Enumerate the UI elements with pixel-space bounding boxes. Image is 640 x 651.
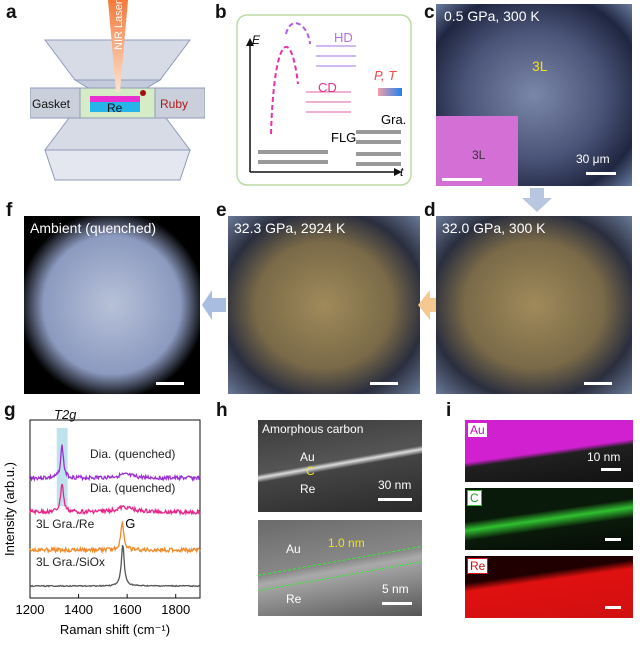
t2g-label: T2g [54, 407, 77, 422]
optical-inset: 3L [436, 116, 518, 186]
condition-label: 32.3 GPa, 2924 K [234, 220, 346, 236]
scale-label: 5 nm [382, 582, 409, 596]
laser-label: NIR Laser [113, 0, 125, 50]
y-axis-label: Intensity (arb.u.) [2, 462, 17, 556]
au-map-label: Au [467, 422, 488, 438]
arrow-down-icon [522, 188, 552, 212]
diamond-anvil-cell-diagram: NIR Laser Gasket Ruby Re [30, 0, 205, 181]
x-axis-label: Raman shift (cm⁻¹) [60, 622, 170, 637]
series-line [29, 521, 201, 555]
flg-label: FLG [331, 130, 356, 145]
layer-label: 3L [532, 58, 548, 74]
scale-label: 10 nm [587, 450, 621, 464]
time-axis-label: t [400, 165, 404, 179]
series-label: Dia. (quenched) [90, 481, 175, 495]
g-peak-label: G [125, 516, 135, 531]
scale-bar [378, 498, 412, 501]
condition-label: 0.5 GPa, 300 K [444, 8, 540, 24]
condition-label: Ambient (quenched) [30, 220, 157, 236]
panel-label-f: f [6, 200, 13, 221]
arrow-left-icon [418, 290, 444, 320]
series-line [29, 544, 201, 588]
scale-bar [584, 382, 612, 385]
energy-axis-label: E [252, 33, 261, 47]
sample-label: Re [107, 101, 123, 115]
series-label: 3L Gra./Re [36, 517, 95, 531]
x-tick-label: 1200 [16, 602, 45, 617]
eds-map-c: C [465, 488, 633, 550]
inset-layer-label: 3L [472, 148, 486, 162]
hd-label: HD [334, 30, 353, 45]
scale-bar [605, 606, 621, 609]
plot-frame [29, 419, 201, 599]
series-line [29, 444, 201, 482]
re-map-label: Re [467, 558, 489, 574]
scale-bar [382, 602, 412, 605]
au-label: Au [300, 450, 315, 464]
eds-map-re: Re [465, 556, 633, 618]
micrograph-ambient: Ambient (quenched) [24, 216, 200, 394]
micrograph-0-5gpa: 0.5 GPa, 300 K 3L 3L 30 μm [436, 4, 632, 186]
energy-diagram: E t HD CD P, T FLG Gra. [236, 14, 412, 186]
series-line [29, 483, 201, 517]
scale-bar [605, 538, 621, 541]
x-tick-label: 1400 [64, 602, 93, 617]
re-label: Re [300, 482, 316, 496]
panel-label-c: c [424, 2, 435, 23]
pt-label: P, T [374, 68, 397, 83]
c-map-label: C [467, 490, 482, 506]
tem-image-bottom: Au 1.0 nm Re 5 nm [258, 520, 422, 616]
series-label: 3L Gra./SiOx [36, 555, 105, 569]
eds-map-au: Au 10 nm [465, 420, 633, 482]
panel-label-d: d [424, 200, 436, 221]
panel-label-b: b [215, 2, 227, 23]
micrograph-2924k: 32.3 GPa, 2924 K [228, 216, 420, 394]
micrograph-32gpa: 32.0 GPa, 300 K [436, 216, 632, 394]
x-tick-label: 1600 [113, 602, 142, 617]
re-label: Re [286, 592, 302, 606]
au-label: Au [286, 542, 301, 556]
cd-label: CD [318, 80, 337, 95]
raman-chart: 1200 1400 1600 1800 Raman shift (cm⁻¹) Intens… [2, 419, 201, 637]
gra-label: Gra. [381, 112, 406, 127]
highlight-band [56, 428, 68, 506]
amorphous-carbon-label: Amorphous carbon [262, 422, 364, 436]
x-tick-label: 1800 [161, 602, 190, 617]
panel-label-e: e [216, 200, 227, 221]
panel-label-g: g [4, 400, 16, 421]
panel-label-h: h [216, 400, 228, 421]
condition-label: 32.0 GPa, 300 K [442, 220, 546, 236]
scale-bar [586, 172, 616, 175]
scale-bar [156, 382, 184, 385]
tem-image-top: Amorphous carbon Au C Re 30 nm [258, 420, 422, 512]
scale-label: 30 μm [576, 152, 610, 166]
panel-label-a: a [6, 2, 17, 23]
ruby-label: Ruby [160, 97, 188, 111]
panel-label-i: i [446, 400, 452, 421]
c-label: C [306, 464, 315, 478]
gasket-label: Gasket [32, 97, 71, 111]
scale-label: 30 nm [378, 478, 412, 492]
arrow-left-icon [202, 290, 226, 320]
scale-bar [370, 382, 398, 385]
series-label: Dia. (quenched) [90, 447, 175, 461]
scale-bar [601, 468, 621, 471]
thickness-label: 1.0 nm [328, 536, 365, 550]
